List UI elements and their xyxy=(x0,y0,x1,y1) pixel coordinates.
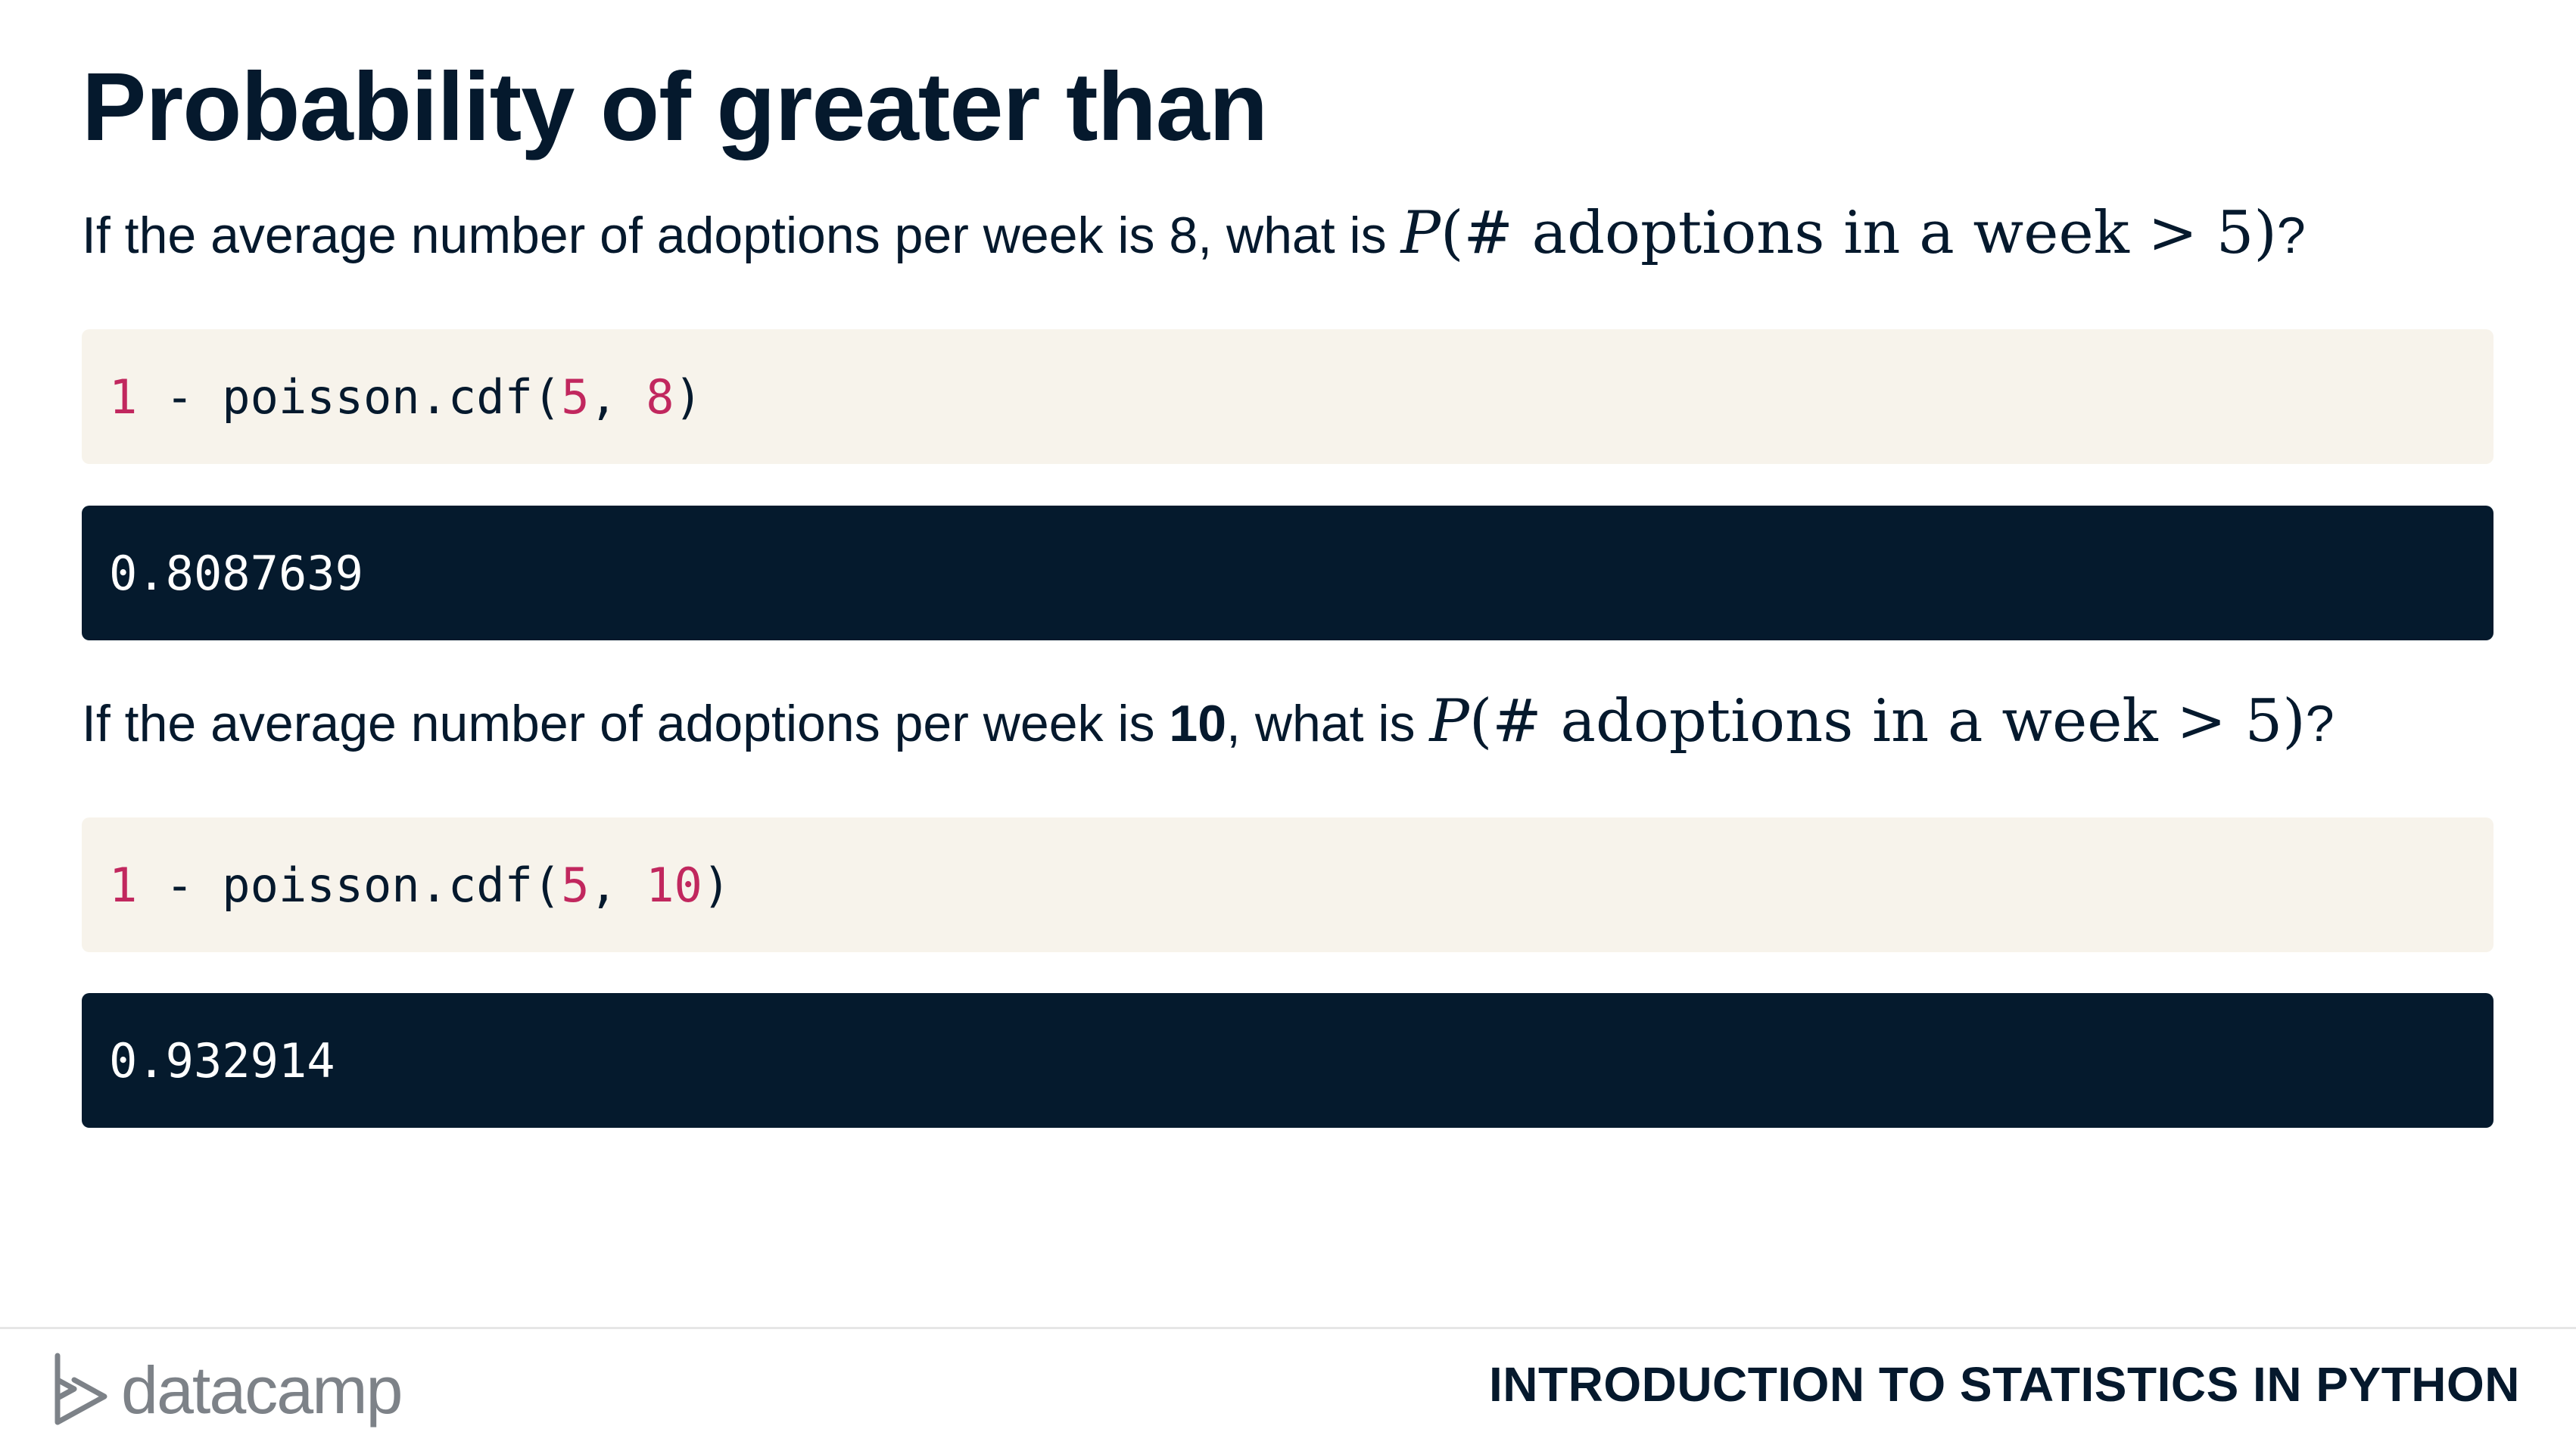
datacamp-logo: datacamp xyxy=(51,1349,403,1432)
question-2-mid: , what is xyxy=(1226,695,1430,752)
code-2-close: ) xyxy=(702,857,731,913)
question-2-math: P(# adoptions in a week > 5) xyxy=(1429,687,2305,755)
datacamp-logo-icon xyxy=(55,1353,107,1425)
question-1-suffix: ? xyxy=(2276,207,2306,264)
code-2-separator: , xyxy=(589,857,646,913)
code-1-call: - poisson.cdf( xyxy=(137,369,562,425)
question-1-prefix: If the average number of adoptions per w… xyxy=(82,207,1401,264)
code-1-literal-one: 1 xyxy=(109,369,138,425)
code-1-literal-k: 5 xyxy=(561,369,590,425)
footer-divider xyxy=(0,1327,2576,1329)
code-block-1: 1 - poisson.cdf(5, 8) xyxy=(82,329,2493,464)
question-1-math: P(# adoptions in a week > 5) xyxy=(1401,199,2277,267)
question-1: If the average number of adoptions per w… xyxy=(82,198,2306,269)
code-1-literal-mu: 8 xyxy=(646,369,674,425)
question-2-bold-value: 10 xyxy=(1169,695,1227,752)
slide-title: Probability of greater than xyxy=(82,53,1268,161)
output-block-1: 0.8087639 xyxy=(82,506,2493,640)
question-1-math-rest: (# adoptions in a week > 5) xyxy=(1441,199,2277,267)
code-2-literal-one: 1 xyxy=(109,857,138,913)
output-block-2: 0.932914 xyxy=(82,993,2493,1128)
code-1-close: ) xyxy=(674,369,702,425)
question-2-math-rest: (# adoptions in a week > 5) xyxy=(1469,687,2306,755)
code-2-literal-k: 5 xyxy=(561,857,590,913)
code-2-call: - poisson.cdf( xyxy=(137,857,562,913)
question-2-prefix: If the average number of adoptions per w… xyxy=(82,695,1170,752)
question-2: If the average number of adoptions per w… xyxy=(82,687,2335,758)
code-2-literal-mu: 10 xyxy=(646,857,702,913)
code-1-separator: , xyxy=(589,369,646,425)
question-1-math-var: P xyxy=(1400,199,1441,267)
question-2-suffix: ? xyxy=(2305,695,2335,752)
code-block-2: 1 - poisson.cdf(5, 10) xyxy=(82,817,2493,952)
question-2-math-var: P xyxy=(1429,687,1469,755)
course-title: INTRODUCTION TO STATISTICS IN PYTHON xyxy=(1489,1357,2520,1412)
datacamp-logo-text: datacamp xyxy=(121,1353,403,1428)
